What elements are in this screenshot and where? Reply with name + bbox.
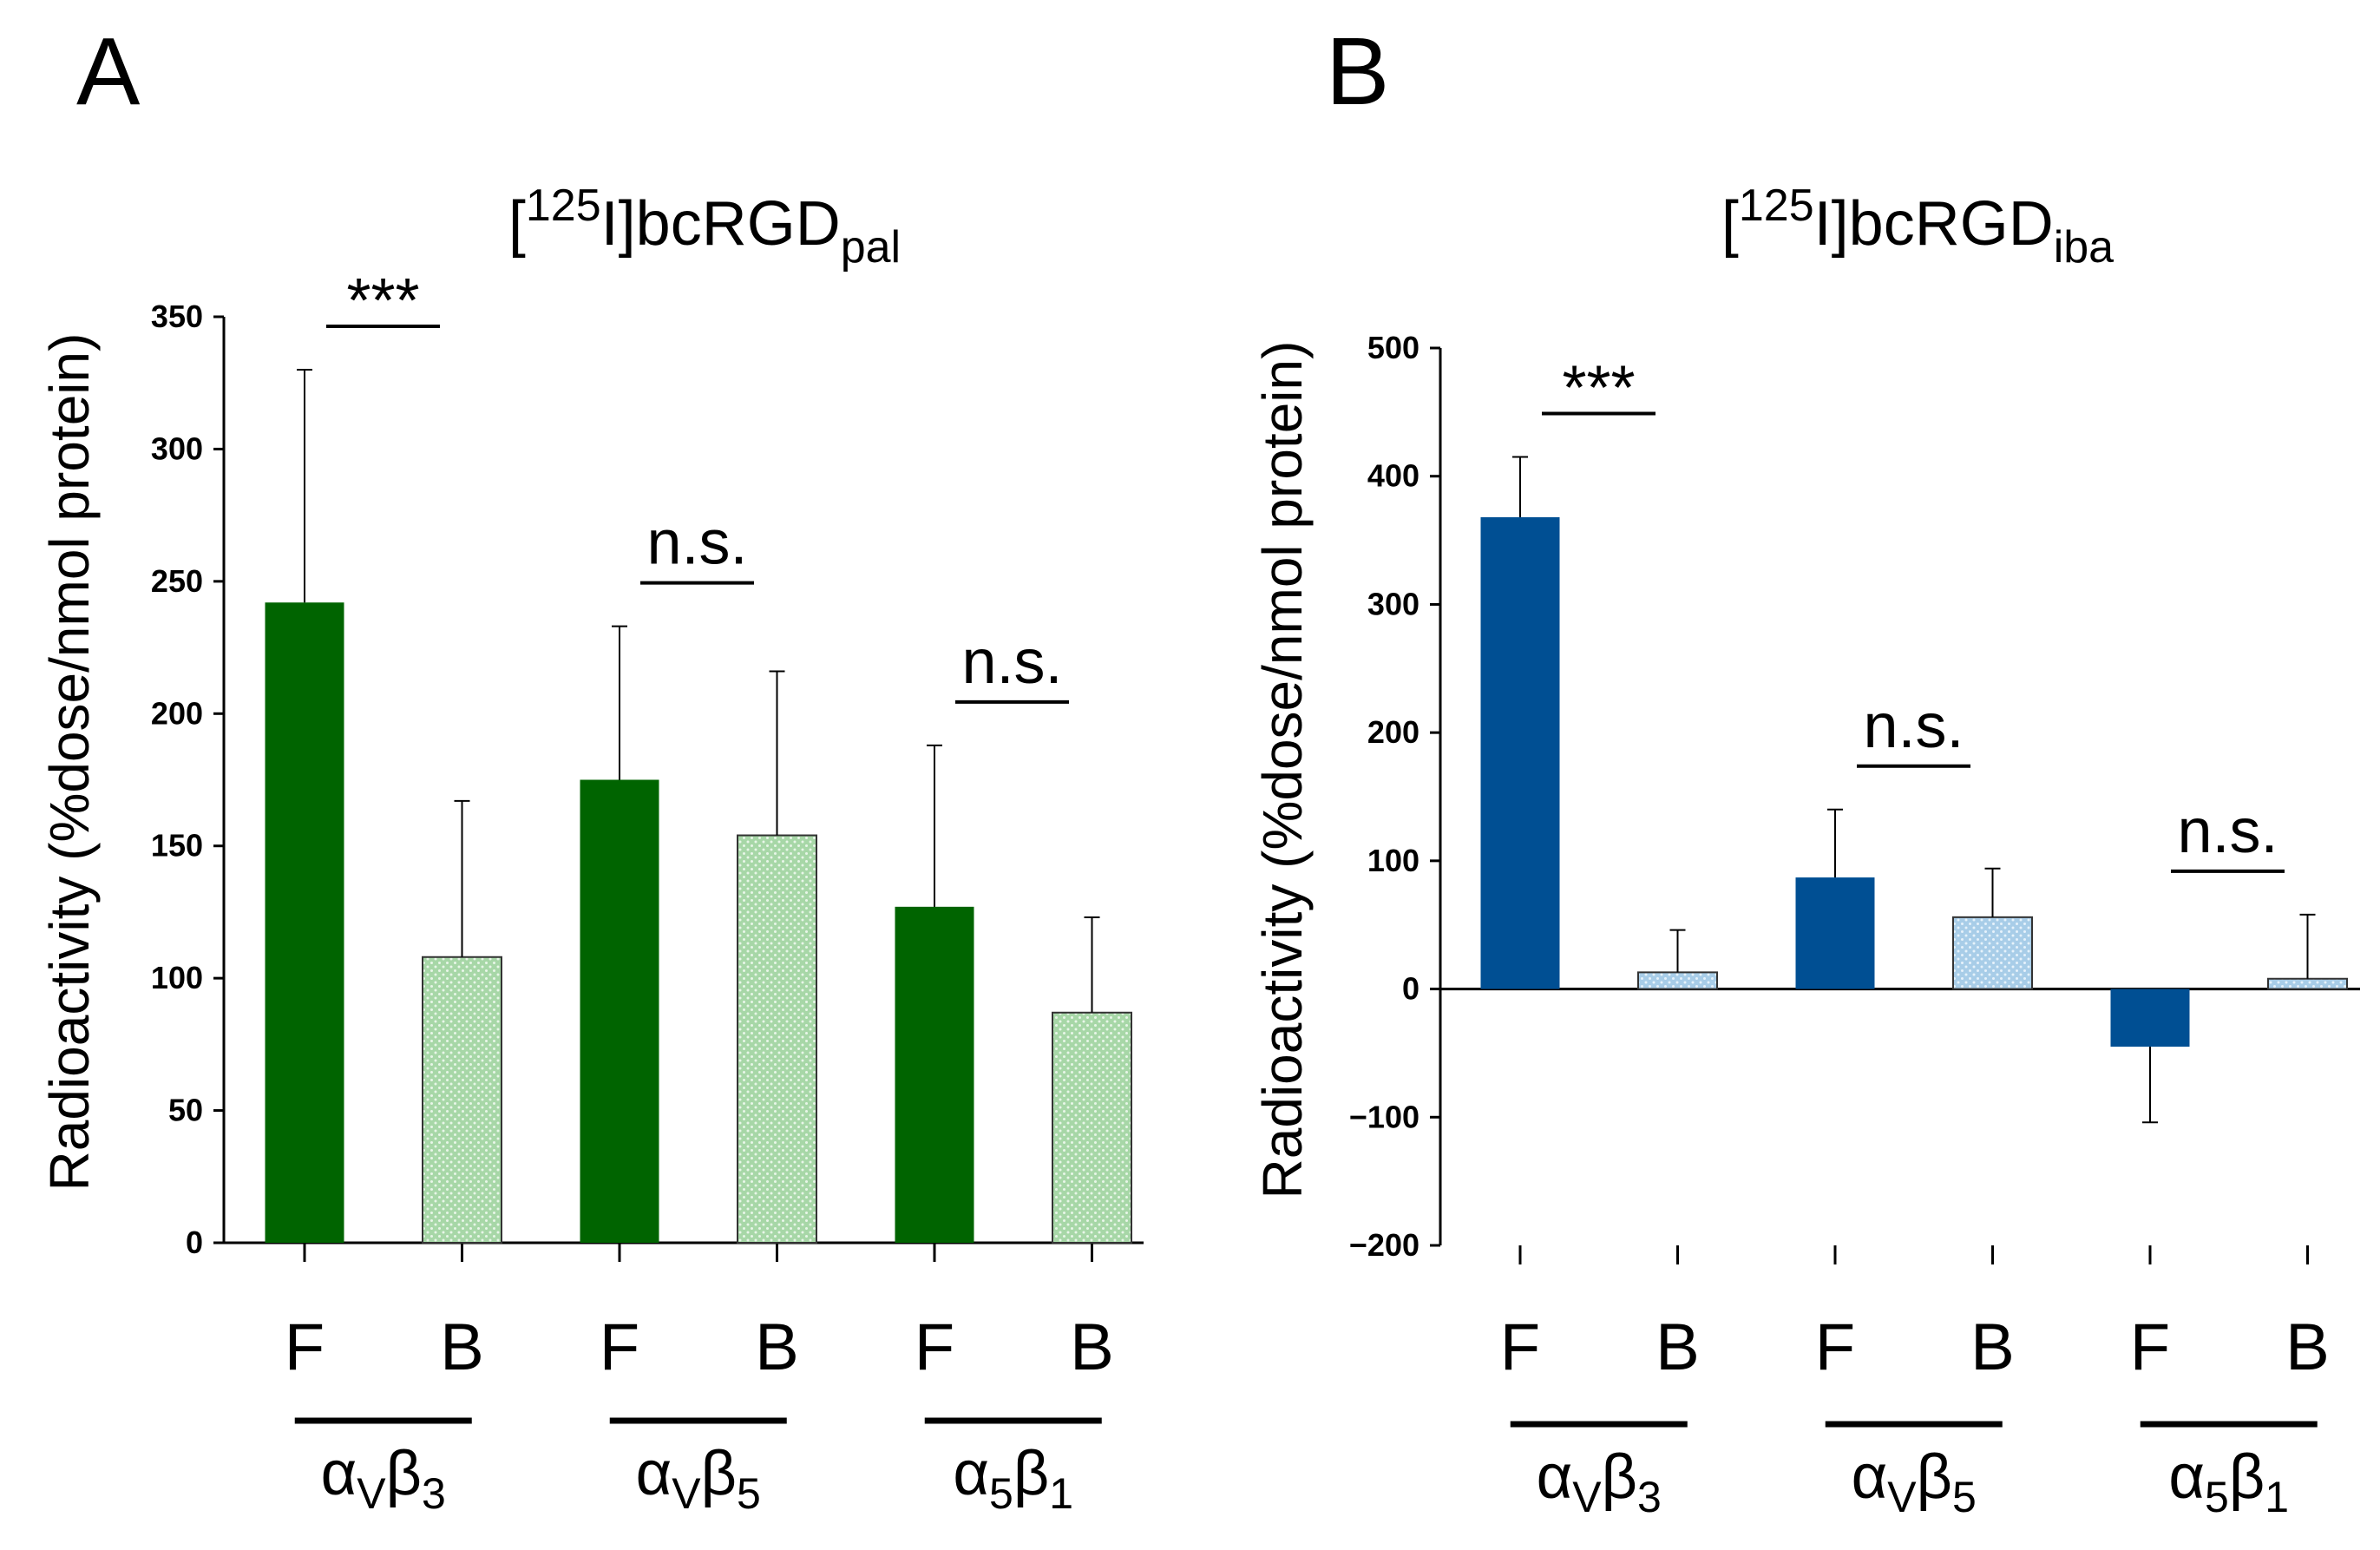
y-tick-label: 500 [1367,330,1419,365]
bar-f-1 [1480,516,1560,989]
panel-a-letter: A [76,18,141,125]
group-label: αVβ5 [1852,1442,1977,1521]
panel-a-bars [265,368,1132,1245]
y-tick-label: 0 [1402,971,1419,1007]
category-label: B [755,1310,799,1384]
bar-f-3 [1795,877,1875,989]
bar-b-4 [1952,916,2033,990]
category-label: B [440,1310,484,1384]
y-tick-label: 150 [151,828,203,864]
bar-b-2 [422,956,502,1244]
bar-b-6 [2267,977,2348,990]
y-tick-label: 250 [151,563,203,599]
group-label: α5β1 [2168,1442,2289,1521]
group-label: α5β1 [953,1439,1073,1518]
y-tick-label: 200 [1367,714,1419,750]
panel-a-title: [125I]bcRGDpal [508,181,901,273]
y-tick-label: 300 [151,430,203,466]
y-tick-label: 400 [1367,458,1419,494]
bar-f-3 [580,779,659,1243]
category-label: F [1500,1310,1540,1384]
panel-b-letter: B [1326,18,1389,125]
bar-f-5 [895,906,974,1243]
y-tick-label: 200 [151,695,203,731]
y-tick-label: 100 [151,960,203,995]
y-tick-label: 300 [1367,586,1419,621]
bar-f-1 [265,602,344,1243]
panel-a-ylabel: Radioactivity (%dose/nmol protein) [38,333,101,1192]
y-tick-label: −200 [1349,1227,1419,1263]
category-label: B [2285,1310,2330,1384]
bar-b-2 [1637,971,1718,990]
y-tick-label: 100 [1367,843,1419,878]
category-label: B [1070,1310,1114,1384]
significance-label: n.s. [2177,797,2278,866]
category-label: B [1970,1310,2015,1384]
category-label: B [1656,1310,1700,1384]
category-label: F [600,1310,639,1384]
category-label: F [2130,1310,2170,1384]
y-tick-label: 50 [168,1093,203,1128]
group-label: αVβ3 [1537,1442,1662,1521]
y-tick-label: 350 [151,299,203,334]
panel-b-title: [125I]bcRGDiba [1721,181,2114,273]
bar-f-5 [2110,988,2190,1048]
panel-b-axes: −200 −100 0 100 200 300 400 500 [1349,330,2360,1264]
group-label: αVβ3 [321,1439,446,1518]
group-label: αVβ5 [636,1439,761,1518]
panel-b-bars [1480,456,2348,1124]
panel-a-axes: 0 50 100 150 200 250 300 350 [151,299,1144,1262]
y-tick-label: −100 [1349,1099,1419,1134]
category-label: F [285,1310,325,1384]
bar-b-4 [737,834,817,1245]
panel-b-significance: *** n.s. n.s. [1542,354,2285,873]
panel-b-ylabel: Radioactivity (%dose/nmol protein) [1251,341,1314,1199]
y-tick-label: 0 [186,1225,203,1260]
panel-a-chart: A [125I]bcRGDpal Radioactivity (%dose/nm… [38,18,1144,1518]
bar-b-6 [1052,1011,1132,1244]
significance-label: n.s. [1863,692,1964,761]
significance-label: *** [1562,354,1635,424]
significance-label: n.s. [961,627,1062,697]
category-label: F [1815,1310,1855,1384]
panel-b-chart: B [125I]bcRGDiba Radioactivity (%dose/nm… [1251,18,2360,1521]
significance-label: n.s. [646,509,747,578]
category-label: F [915,1310,954,1384]
significance-label: *** [346,266,419,336]
panel-a-significance: *** n.s. n.s. [326,266,1069,704]
